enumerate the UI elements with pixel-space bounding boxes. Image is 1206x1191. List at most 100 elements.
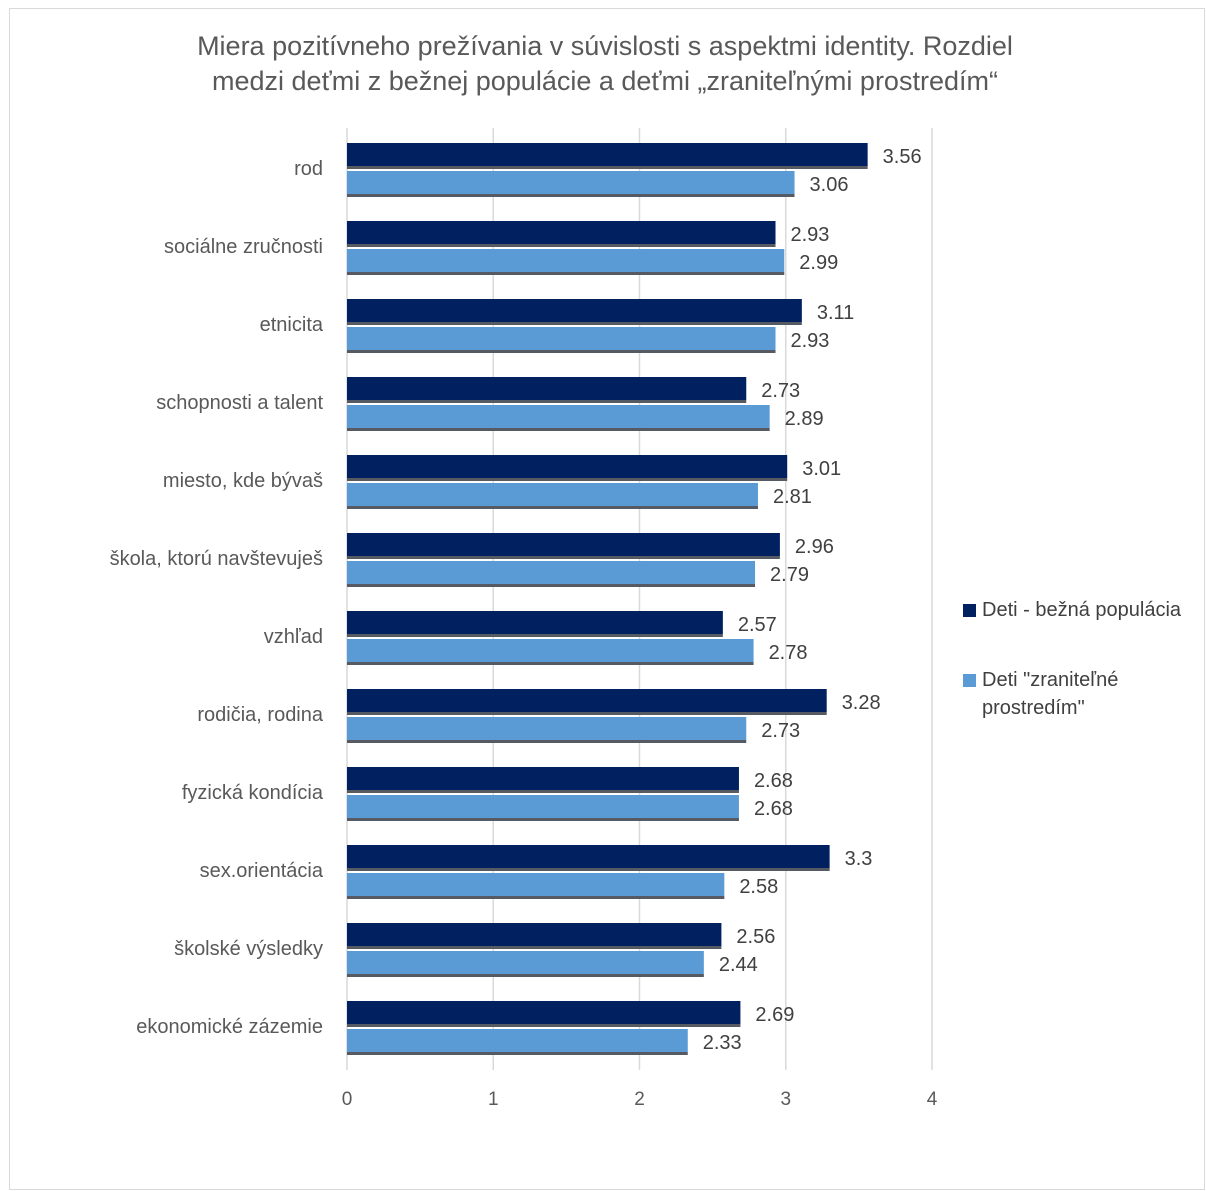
data-label-s1-3: 2.73: [761, 380, 800, 402]
category-label-3: schopnosti a talent: [156, 392, 323, 414]
bar-shadow-s2-3: [347, 428, 770, 431]
legend-item-series-1: Deti - bežná populácia: [963, 596, 1203, 624]
category-label-6: vzhľad: [264, 626, 323, 648]
chart-title: Miera pozitívneho prežívania v súvislost…: [10, 29, 1200, 99]
category-label-8: fyzická kondícia: [182, 782, 324, 804]
bar-s1-7: [347, 689, 827, 712]
bar-s2-10: [347, 951, 704, 974]
bar-shadow-s2-4: [347, 506, 758, 509]
bar-shadow-s2-1: [347, 272, 785, 275]
bar-shadow-s1-3: [347, 400, 747, 403]
data-label-s2-5: 2.79: [770, 564, 809, 586]
bar-s1-9: [347, 845, 830, 868]
data-label-s2-9: 2.58: [739, 876, 778, 898]
bar-shadow-s1-11: [347, 1024, 741, 1027]
x-tick-label-2: 2: [634, 1089, 645, 1110]
bar-shadow-s1-4: [347, 478, 788, 481]
category-label-0: rod: [294, 158, 323, 180]
data-label-s2-11: 2.33: [703, 1032, 742, 1054]
bar-shadow-s1-6: [347, 634, 723, 637]
bar-shadow-s1-1: [347, 244, 776, 247]
data-label-s2-7: 2.73: [761, 720, 800, 742]
bar-s1-8: [347, 767, 739, 790]
data-label-s2-10: 2.44: [719, 954, 758, 976]
legend-item-series-2: Deti "zraniteľné prostredím": [963, 666, 1203, 722]
bar-s2-4: [347, 483, 758, 506]
legend-label-series-2: Deti "zraniteľné prostredím": [982, 666, 1118, 722]
data-label-s2-8: 2.68: [754, 798, 793, 820]
bar-shadow-s2-9: [347, 896, 725, 899]
x-tick-label-4: 4: [927, 1089, 938, 1110]
bar-shadow-s2-8: [347, 818, 739, 821]
bar-s2-6: [347, 639, 754, 662]
category-label-7: rodičia, rodina: [197, 704, 324, 726]
bar-s2-1: [347, 249, 785, 272]
bar-s2-0: [347, 171, 795, 194]
bar-s1-1: [347, 221, 776, 244]
bar-shadow-s2-7: [347, 740, 747, 743]
legend-label-series-1: Deti - bežná populácia: [982, 599, 1182, 621]
data-label-s2-6: 2.78: [769, 642, 808, 664]
bar-shadow-s1-10: [347, 946, 722, 949]
data-label-s1-9: 3.3: [845, 848, 873, 870]
data-label-s1-5: 2.96: [795, 536, 834, 558]
data-label-s1-1: 2.93: [791, 224, 830, 246]
data-label-s1-7: 3.28: [842, 692, 881, 714]
legend-swatch-series-2: [963, 674, 976, 687]
bar-s2-9: [347, 873, 725, 896]
x-tick-label-1: 1: [488, 1089, 499, 1110]
bar-s2-7: [347, 717, 747, 740]
category-label-4: miesto, kde bývaš: [163, 470, 323, 492]
data-label-s1-0: 3.56: [883, 146, 922, 168]
bar-s1-6: [347, 611, 723, 634]
chart-title-line-2: medzi deťmi z bežnej populácie a deťmi „…: [212, 66, 998, 96]
bar-s1-3: [347, 377, 747, 400]
category-label-1: sociálne zručnosti: [164, 236, 323, 258]
data-label-s1-8: 2.68: [754, 770, 793, 792]
bar-shadow-s2-10: [347, 974, 704, 977]
data-label-s1-6: 2.57: [738, 614, 777, 636]
data-label-s1-11: 2.69: [755, 1004, 794, 1026]
data-label-s2-3: 2.89: [785, 408, 824, 430]
bar-s2-11: [347, 1029, 688, 1052]
legend-label-series-2-line-2: prostredím": [982, 697, 1085, 719]
bar-shadow-s2-11: [347, 1052, 688, 1055]
category-label-11: ekonomické zázemie: [136, 1016, 323, 1038]
bar-shadow-s1-0: [347, 166, 868, 169]
bar-shadow-s1-2: [347, 322, 802, 325]
bar-s1-11: [347, 1001, 741, 1024]
bar-shadow-s1-5: [347, 556, 780, 559]
bar-s1-0: [347, 143, 868, 166]
x-tick-label-3: 3: [780, 1089, 791, 1110]
data-label-s1-4: 3.01: [802, 458, 841, 480]
bar-s1-5: [347, 533, 780, 556]
bar-shadow-s1-8: [347, 790, 739, 793]
legend-swatch-series-1: [963, 604, 976, 617]
legend-label-series-2-line-1: Deti "zraniteľné: [982, 669, 1119, 691]
bar-shadow-s2-5: [347, 584, 756, 587]
bar-shadow-s2-0: [347, 194, 795, 197]
category-label-9: sex.orientácia: [200, 860, 324, 882]
bar-s2-8: [347, 795, 739, 818]
bar-s1-4: [347, 455, 788, 478]
data-label-s2-0: 3.06: [810, 174, 849, 196]
bar-shadow-s2-6: [347, 662, 754, 665]
bar-shadow-s2-2: [347, 350, 776, 353]
bar-s1-2: [347, 299, 802, 322]
bar-shadow-s1-7: [347, 712, 827, 715]
data-label-s2-4: 2.81: [773, 486, 812, 508]
bar-s2-2: [347, 327, 776, 350]
category-label-10: školské výsledky: [174, 938, 323, 960]
chart-title-line-1: Miera pozitívneho prežívania v súvislost…: [197, 31, 1013, 61]
category-label-2: etnicita: [260, 314, 324, 336]
data-label-s1-2: 3.11: [817, 302, 854, 324]
category-label-5: škola, ktorú navštevuješ: [110, 548, 323, 570]
x-tick-label-0: 0: [342, 1089, 353, 1110]
legend: Deti - bežná populácia Deti "zraniteľné …: [963, 596, 1203, 764]
bar-s2-5: [347, 561, 756, 584]
data-label-s1-10: 2.56: [736, 926, 775, 948]
data-label-s2-2: 2.93: [791, 330, 830, 352]
data-label-s2-1: 2.99: [799, 252, 838, 274]
bar-shadow-s1-9: [347, 868, 830, 871]
